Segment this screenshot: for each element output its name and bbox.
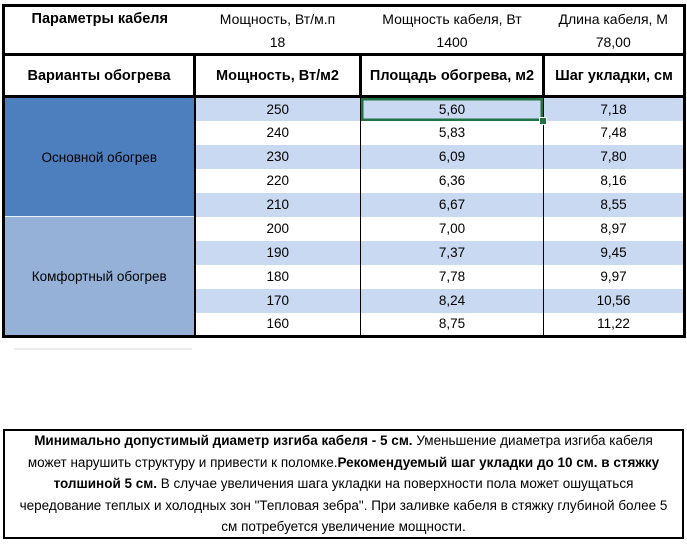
power-cell[interactable]: 240 — [193, 120, 361, 145]
selected-cell-value: 5,60 — [438, 101, 466, 117]
note-segment: Уменьшение диаметра изгиба кабеля может … — [27, 433, 653, 470]
step-cell[interactable]: 10,56 — [543, 288, 685, 313]
power-cell[interactable]: 160 — [193, 312, 361, 337]
area-cell[interactable]: 6,36 — [360, 168, 544, 193]
area-cell[interactable]: 7,37 — [360, 240, 544, 265]
area-cell[interactable]: 6,09 — [360, 144, 544, 169]
power-cell[interactable]: 250 — [193, 96, 361, 121]
note-segment-bold: Минимально допустимый диаметр изгиба каб… — [34, 433, 413, 449]
cable-power-label[interactable]: Мощность кабеля, Вт — [382, 11, 522, 28]
heating-calc-table: Параметры кабеля Мощность, Вт/м.п Мощнос… — [2, 4, 686, 338]
power-cell[interactable]: 170 — [193, 288, 361, 313]
area-cell[interactable]: 8,24 — [360, 288, 544, 313]
cable-params-title[interactable]: Параметры кабеля — [31, 11, 168, 28]
step-cell[interactable]: 8,55 — [543, 192, 685, 217]
header-area[interactable]: Площадь обогрева, м2 — [359, 53, 545, 98]
cable-power-value[interactable]: 1400 — [360, 31, 544, 56]
area-cell[interactable]: 7,00 — [360, 216, 544, 241]
area-cell[interactable]: 6,67 — [360, 192, 544, 217]
step-cell[interactable]: 9,97 — [543, 264, 685, 289]
power-cell[interactable]: 190 — [193, 240, 361, 265]
step-cell[interactable]: 9,45 — [543, 240, 685, 265]
step-cell[interactable]: 11,22 — [543, 312, 685, 337]
selected-cell[interactable]: 5,60 — [360, 96, 547, 125]
note-segment: В случае увеличения шага укладки на пове… — [19, 476, 668, 535]
header-power[interactable]: Мощность, Вт/м2 — [193, 53, 362, 98]
note-segment-bold: Рекомендуемый шаг укладки до 10 см. в ст… — [53, 454, 660, 492]
cable-length-value[interactable]: 78,00 — [543, 31, 685, 56]
header-variants[interactable]: Варианты обогрева — [2, 53, 196, 98]
step-cell[interactable]: 7,18 — [543, 96, 685, 121]
group-main-heating[interactable]: Основной обогрев — [3, 96, 196, 217]
power-cell[interactable]: 230 — [193, 144, 361, 169]
step-cell[interactable]: 8,16 — [543, 168, 685, 193]
header-step[interactable]: Шаг укладки, см — [542, 53, 686, 98]
group-comfort-heating[interactable]: Комфортный обогрев — [3, 216, 196, 337]
power-cell[interactable]: 210 — [193, 192, 361, 217]
step-cell[interactable]: 7,80 — [543, 144, 685, 169]
table-bottom-artifact-line — [14, 348, 192, 350]
step-cell[interactable]: 7,48 — [543, 120, 685, 145]
selection-fill-handle[interactable] — [539, 116, 547, 125]
power-cell[interactable]: 220 — [193, 168, 361, 193]
area-cell[interactable]: 7,78 — [360, 264, 544, 289]
note-box[interactable]: Минимально допустимый диаметр изгиба каб… — [3, 429, 684, 539]
empty-cell[interactable] — [3, 31, 195, 56]
note-text: Минимально допустимый диаметр изгиба каб… — [13, 430, 674, 538]
step-cell[interactable]: 8,97 — [543, 216, 685, 241]
area-cell[interactable]: 5,83 — [360, 120, 544, 145]
cable-power-per-m-label[interactable]: Мощность, Вт/м.п — [219, 11, 336, 28]
area-cell[interactable]: 8,75 — [360, 312, 544, 337]
power-cell[interactable]: 200 — [193, 216, 361, 241]
cable-length-label[interactable]: Длина кабеля, М — [558, 11, 668, 28]
cable-power-per-m-value[interactable]: 18 — [194, 31, 361, 56]
power-cell[interactable]: 180 — [193, 264, 361, 289]
